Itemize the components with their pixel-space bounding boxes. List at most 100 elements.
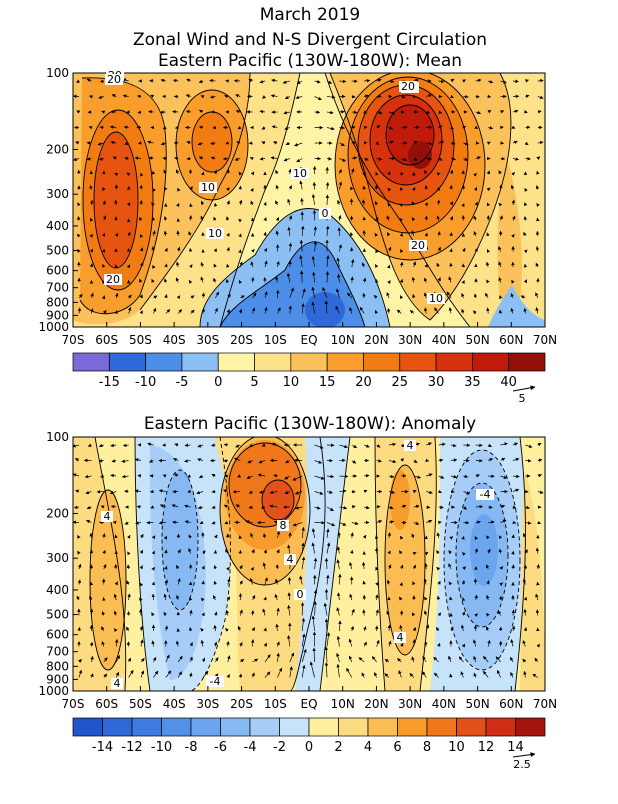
colorbar-swatch — [221, 718, 251, 736]
x-tick-label: 10N — [331, 697, 355, 711]
colorbar-swatch — [73, 353, 109, 371]
colorbar-swatch — [73, 718, 103, 736]
x-tick-label: 40N — [432, 697, 456, 711]
x-tick-label: 50S — [129, 333, 152, 347]
colorbar-label: 0 — [214, 375, 222, 390]
x-tick-label: 20N — [364, 697, 388, 711]
y-tick-label: 600 — [46, 264, 69, 278]
colorbar-label: 14 — [507, 740, 524, 755]
colorbar-swatch — [509, 353, 545, 371]
colorbar-label: 5 — [250, 375, 258, 390]
colorbar-label: 25 — [391, 375, 408, 390]
colorbar-label: 4 — [364, 740, 372, 755]
contour-label: 4 — [287, 553, 294, 566]
colorbar-label: -2 — [273, 740, 286, 755]
y-tick-label: 200 — [46, 142, 69, 156]
colorbar-swatch — [516, 718, 546, 736]
anomaly-neg-nh-50-6 — [470, 514, 498, 586]
y-tick-label: 800 — [46, 295, 69, 309]
contour-label: 20 — [411, 239, 425, 252]
x-tick-label: 50N — [465, 333, 489, 347]
contour-label: 10 — [429, 292, 443, 305]
x-tick-label: 70N — [533, 333, 557, 347]
colorbar-label: 2 — [334, 740, 342, 755]
y-tick-label: 100 — [46, 430, 69, 444]
anomaly-pos-nh-30-max — [390, 470, 410, 530]
colorbar-swatch — [162, 718, 192, 736]
x-tick-label: 30N — [398, 697, 422, 711]
colorbar-swatch — [280, 718, 310, 736]
x-tick-label: 30S — [196, 697, 219, 711]
contour-label: 4 — [407, 439, 414, 452]
x-tick-label: 60S — [95, 697, 118, 711]
colorbar-swatch — [327, 353, 363, 371]
colorbar-label: 10 — [448, 740, 465, 755]
colorbar-label: 6 — [393, 740, 401, 755]
colorbar-swatch — [309, 718, 339, 736]
colorbar-swatch — [457, 718, 487, 736]
title-mean-panel: Eastern Pacific (130W-180W): Mean — [158, 51, 462, 71]
x-tick-label: 20S — [230, 697, 253, 711]
x-tick-label: 20N — [364, 333, 388, 347]
x-tick-label: 50S — [129, 697, 152, 711]
x-tick-label: 60N — [499, 333, 523, 347]
x-tick-label: 30N — [398, 333, 422, 347]
contour-label: 4 — [104, 510, 111, 523]
contour-label: 10 — [201, 181, 215, 194]
colorbar-label: -8 — [185, 740, 198, 755]
contour-label: 20 — [401, 80, 415, 93]
colorbar-label: -15 — [99, 375, 120, 390]
contour-label: 10 — [293, 167, 307, 180]
colorbar-label: 30 — [428, 375, 445, 390]
colorbar-label: 15 — [319, 375, 336, 390]
colorbar-label: 40 — [500, 375, 517, 390]
colorbar-swatch — [182, 353, 218, 371]
mean-panel: 203020101020100202010 70S60S50S40S30S20S… — [38, 66, 557, 405]
x-tick-label: 70N — [533, 697, 557, 711]
x-tick-label: 10S — [264, 697, 287, 711]
y-tick-label: 700 — [46, 281, 69, 295]
y-tick-label: 500 — [46, 244, 69, 258]
x-tick-label: 50N — [465, 697, 489, 711]
y-tick-label: 400 — [46, 583, 69, 597]
colorbar-label: -4 — [244, 740, 257, 755]
colorbar-label: 10 — [283, 375, 300, 390]
colorbar-swatch — [146, 353, 182, 371]
x-tick-label: 70S — [62, 333, 85, 347]
colorbar-label: -5 — [175, 375, 188, 390]
y-tick-label: 100 — [46, 66, 69, 80]
anomaly-reference-vector: 2.5 — [513, 754, 535, 771]
contour-label: 4 — [114, 677, 121, 690]
colorbar-label: -14 — [92, 740, 113, 755]
y-tick-label: 400 — [46, 219, 69, 233]
colorbar-swatch — [109, 353, 145, 371]
x-tick-label: 40S — [163, 697, 186, 711]
title-variable: Zonal Wind and N-S Divergent Circulation — [133, 30, 487, 50]
contour-label: 10 — [208, 227, 222, 240]
mean-reference-vector-label: 5 — [519, 392, 526, 405]
x-tick-label: 40N — [432, 333, 456, 347]
colorbar-swatch — [398, 718, 428, 736]
colorbar-swatch — [436, 353, 472, 371]
contour-label: -4 — [480, 488, 491, 501]
x-tick-label: 40S — [163, 333, 186, 347]
colorbar-swatch — [132, 718, 162, 736]
title-anomaly-panel: Eastern Pacific (130W-180W): Anomaly — [144, 414, 476, 434]
colorbar-swatch — [191, 718, 221, 736]
colorbar-swatch — [103, 718, 133, 736]
colorbar-swatch — [250, 718, 280, 736]
x-tick-label: EQ — [300, 697, 317, 711]
contour-label: 20 — [107, 73, 121, 86]
colorbar-label: 0 — [305, 740, 313, 755]
y-tick-label: 600 — [46, 628, 69, 642]
colorbar-swatch — [400, 353, 436, 371]
y-tick-label: 1000 — [38, 320, 69, 334]
colorbar-label: 20 — [355, 375, 372, 390]
y-tick-label: 300 — [46, 551, 69, 565]
colorbar-swatch — [218, 353, 254, 371]
contour-label: 20 — [106, 273, 120, 286]
colorbar-label: -12 — [121, 740, 142, 755]
